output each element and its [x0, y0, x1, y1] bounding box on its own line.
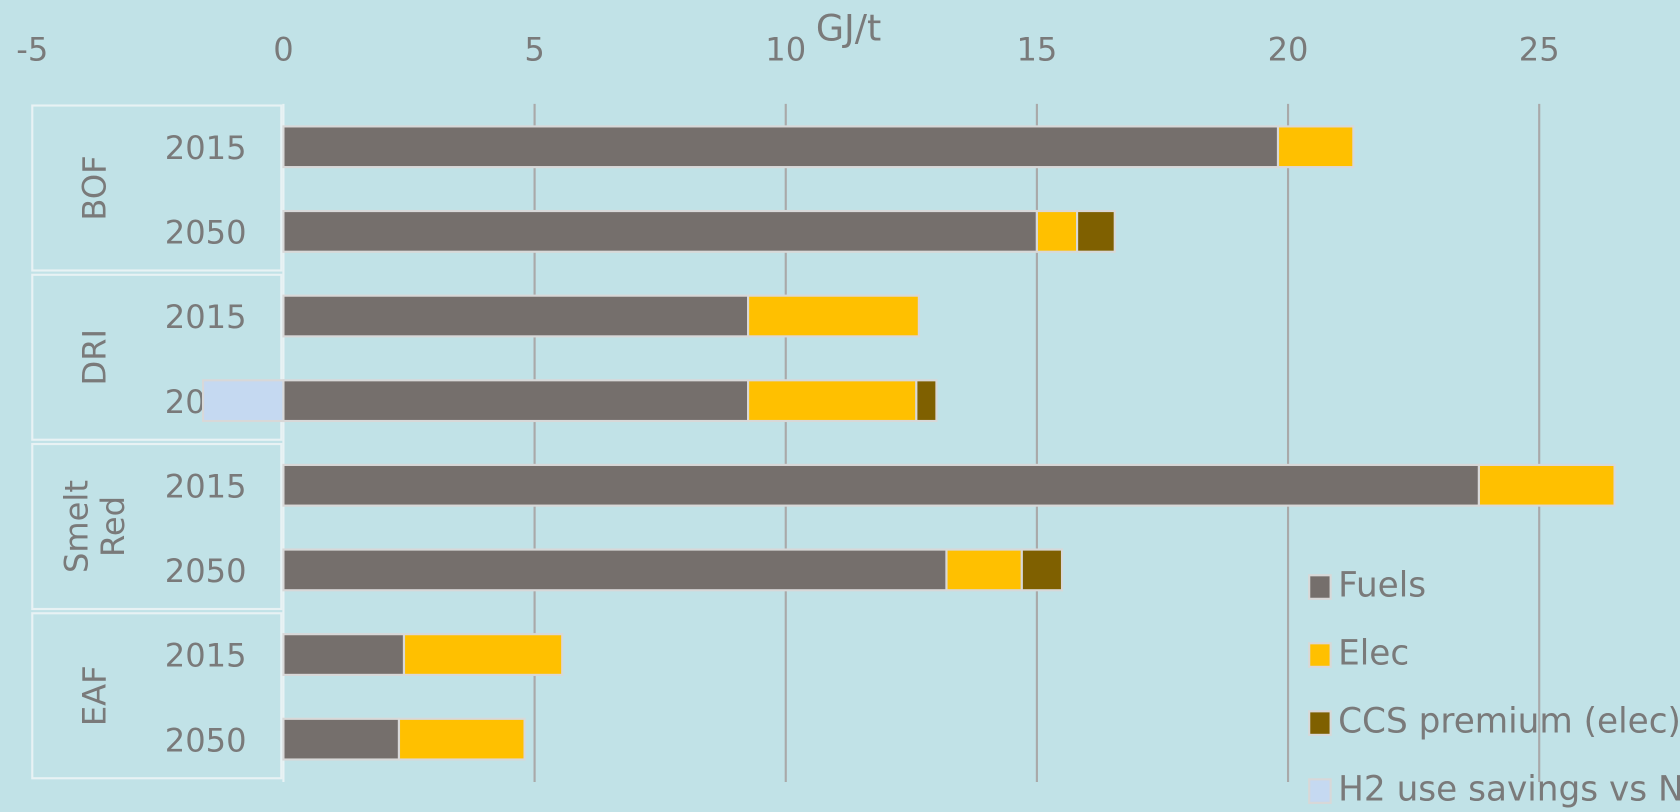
y-tick-label: 2015 — [165, 637, 247, 675]
group-box — [31, 612, 283, 780]
group-label: DRI — [76, 329, 114, 386]
bar-segment — [282, 125, 1280, 169]
bar-segment — [1276, 125, 1355, 169]
x-tick-label: 0 — [273, 30, 293, 68]
group-box — [31, 442, 283, 611]
bar-segment — [282, 463, 1481, 507]
bar-segment — [747, 379, 918, 423]
legend-label: CCS premium (elec) — [1338, 702, 1680, 742]
y-tick-label: 2050 — [165, 552, 247, 590]
y-tick-label: 2015 — [165, 298, 247, 336]
x-tick-label: 15 — [1016, 30, 1057, 68]
group-box — [31, 273, 283, 441]
bar-segment — [282, 294, 750, 338]
bar-segment — [282, 379, 750, 423]
legend-swatch — [1308, 710, 1332, 736]
legend-swatch — [1308, 778, 1332, 804]
legend-swatch — [1308, 574, 1332, 600]
legend-label: Elec — [1338, 634, 1409, 674]
bar-segment — [201, 379, 285, 423]
bar-segment — [282, 633, 406, 676]
bar-segment — [1020, 548, 1064, 592]
y-tick-label: 2050 — [165, 721, 247, 759]
bar-segment — [282, 209, 1038, 253]
group-box — [31, 104, 283, 272]
x-tick-label: 10 — [765, 30, 806, 68]
bar-segment — [945, 548, 1023, 592]
y-tick-label: 2050 — [165, 214, 247, 252]
x-tick-label: 5 — [524, 30, 544, 68]
legend-label: Fuels — [1338, 566, 1426, 606]
x-tick-label: -5 — [16, 30, 48, 68]
axis-label: GJ/t — [816, 6, 882, 49]
legend-swatch — [1308, 642, 1332, 668]
x-tick-label: 20 — [1268, 30, 1309, 68]
legend-label: H2 use savings vs NG — [1338, 770, 1680, 810]
bar-segment — [397, 717, 526, 761]
bar-segment — [282, 548, 948, 592]
bar-segment — [1035, 209, 1079, 253]
bar-segment — [282, 717, 401, 761]
group-label: EAF — [76, 665, 114, 726]
group-label: BOF — [76, 155, 114, 220]
y-tick-label: 2015 — [165, 129, 247, 167]
y-tick-label: 2015 — [165, 467, 247, 505]
bar-segment — [1477, 463, 1616, 507]
x-tick-label: 25 — [1519, 30, 1560, 68]
bar-segment — [915, 379, 938, 423]
group-label: SmeltRed — [57, 480, 131, 573]
bar-segment — [747, 294, 920, 338]
bar-segment — [402, 633, 564, 676]
bar-segment — [1076, 209, 1116, 253]
